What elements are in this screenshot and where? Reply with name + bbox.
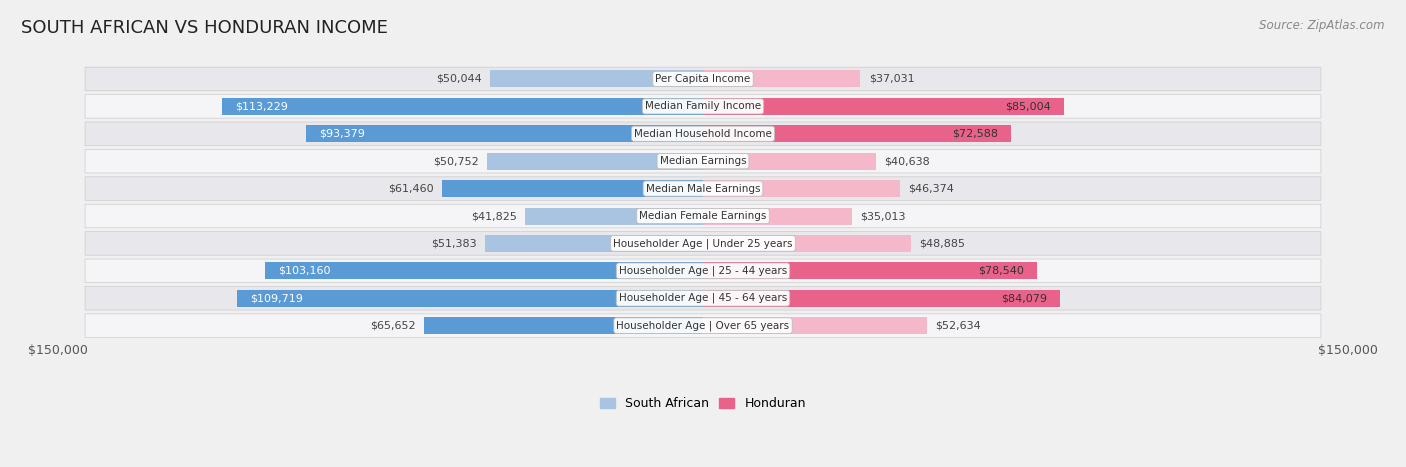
Text: Householder Age | 25 - 44 years: Householder Age | 25 - 44 years: [619, 266, 787, 276]
Text: $40,638: $40,638: [884, 156, 929, 166]
Text: $52,634: $52,634: [935, 321, 981, 331]
Text: Median Female Earnings: Median Female Earnings: [640, 211, 766, 221]
Bar: [526, 207, 703, 225]
Bar: [703, 153, 876, 170]
FancyBboxPatch shape: [86, 95, 1320, 118]
FancyBboxPatch shape: [86, 177, 1320, 200]
Bar: [703, 207, 852, 225]
Text: $48,885: $48,885: [920, 239, 965, 248]
Bar: [264, 262, 703, 279]
Text: Householder Age | 45 - 64 years: Householder Age | 45 - 64 years: [619, 293, 787, 304]
FancyBboxPatch shape: [86, 286, 1320, 310]
Text: Householder Age | Under 25 years: Householder Age | Under 25 years: [613, 238, 793, 248]
Text: $113,229: $113,229: [235, 101, 288, 111]
Text: Median Male Earnings: Median Male Earnings: [645, 184, 761, 194]
Text: $103,160: $103,160: [277, 266, 330, 276]
Text: Source: ZipAtlas.com: Source: ZipAtlas.com: [1260, 19, 1385, 32]
Text: $61,460: $61,460: [388, 184, 433, 194]
Text: $37,031: $37,031: [869, 74, 914, 84]
Text: $72,588: $72,588: [952, 129, 998, 139]
Text: $93,379: $93,379: [319, 129, 366, 139]
Bar: [703, 71, 860, 87]
Bar: [703, 290, 1060, 307]
Bar: [222, 98, 703, 115]
Text: $41,825: $41,825: [471, 211, 517, 221]
Bar: [485, 235, 703, 252]
FancyBboxPatch shape: [86, 204, 1320, 228]
Bar: [491, 71, 703, 87]
Text: $46,374: $46,374: [908, 184, 955, 194]
Text: $78,540: $78,540: [979, 266, 1024, 276]
Text: $150,000: $150,000: [1319, 344, 1378, 357]
Bar: [425, 317, 703, 334]
Text: $85,004: $85,004: [1005, 101, 1052, 111]
Text: $35,013: $35,013: [860, 211, 905, 221]
Text: Median Family Income: Median Family Income: [645, 101, 761, 111]
FancyBboxPatch shape: [86, 232, 1320, 255]
FancyBboxPatch shape: [86, 314, 1320, 338]
FancyBboxPatch shape: [86, 259, 1320, 283]
Text: Median Earnings: Median Earnings: [659, 156, 747, 166]
Text: Median Household Income: Median Household Income: [634, 129, 772, 139]
Bar: [703, 98, 1064, 115]
Bar: [703, 262, 1036, 279]
Text: $84,079: $84,079: [1001, 293, 1047, 303]
Bar: [307, 125, 703, 142]
Bar: [703, 235, 911, 252]
Bar: [703, 125, 1011, 142]
Text: $50,044: $50,044: [436, 74, 482, 84]
Bar: [703, 180, 900, 197]
Text: SOUTH AFRICAN VS HONDURAN INCOME: SOUTH AFRICAN VS HONDURAN INCOME: [21, 19, 388, 37]
Bar: [441, 180, 703, 197]
Legend: South African, Honduran: South African, Honduran: [595, 392, 811, 415]
Text: Per Capita Income: Per Capita Income: [655, 74, 751, 84]
Text: Householder Age | Over 65 years: Householder Age | Over 65 years: [616, 320, 790, 331]
Text: $50,752: $50,752: [433, 156, 479, 166]
Bar: [488, 153, 703, 170]
Bar: [703, 317, 927, 334]
Text: $150,000: $150,000: [28, 344, 87, 357]
Text: $109,719: $109,719: [250, 293, 302, 303]
FancyBboxPatch shape: [86, 149, 1320, 173]
Text: $51,383: $51,383: [430, 239, 477, 248]
Text: $65,652: $65,652: [370, 321, 416, 331]
FancyBboxPatch shape: [86, 67, 1320, 91]
Bar: [238, 290, 703, 307]
FancyBboxPatch shape: [86, 122, 1320, 146]
